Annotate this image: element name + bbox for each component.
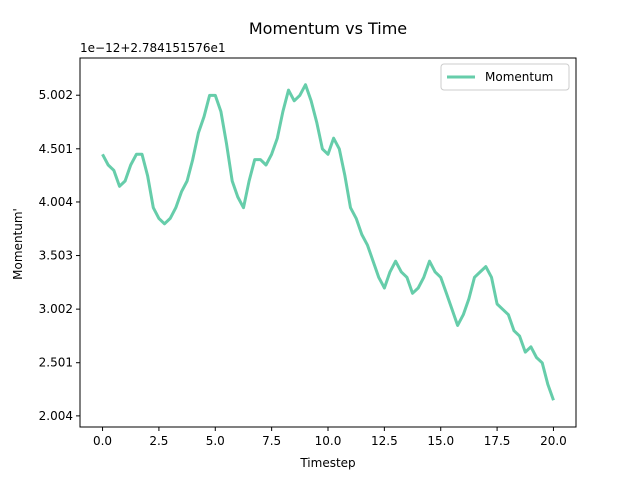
plot-frame (79, 57, 577, 428)
chart-title: Momentum vs Time (249, 19, 407, 38)
y-offset-text: 1e−12+2.784151576e1 (80, 41, 226, 55)
x-tick-label: 20.0 (540, 434, 567, 448)
x-axis-label: Timestep (299, 456, 355, 470)
y-tick-label: 3.002 (39, 302, 73, 316)
y-tick-label: 5.002 (39, 88, 73, 102)
y-tick-label: 3.503 (39, 249, 73, 263)
y-ticks: 2.004 2.501 3.002 3.503 4.004 4.501 5.002 (39, 88, 80, 423)
x-tick-label: 17.5 (484, 434, 511, 448)
legend: Momentum (440, 63, 570, 91)
y-tick-label: 2.004 (39, 409, 73, 423)
x-ticks: 0.0 2.5 5.0 7.5 10.0 12.5 15.0 17.5 20.0 (93, 427, 567, 448)
x-tick-label: 12.5 (371, 434, 398, 448)
x-tick-label: 5.0 (206, 434, 225, 448)
x-tick-label: 0.0 (93, 434, 112, 448)
y-axis-label: Momentum' (11, 208, 25, 280)
x-tick-label: 15.0 (427, 434, 454, 448)
x-tick-label: 7.5 (262, 434, 281, 448)
legend-box (440, 63, 570, 91)
x-tick-label: 2.5 (149, 434, 168, 448)
legend-entry-momentum: Momentum (485, 70, 553, 84)
series-line-momentum (101, 83, 555, 401)
x-tick-label: 10.0 (315, 434, 342, 448)
y-tick-label: 4.004 (39, 195, 73, 209)
y-tick-label: 2.501 (39, 356, 73, 370)
y-tick-label: 4.501 (39, 142, 73, 156)
series-layer (101, 83, 555, 401)
